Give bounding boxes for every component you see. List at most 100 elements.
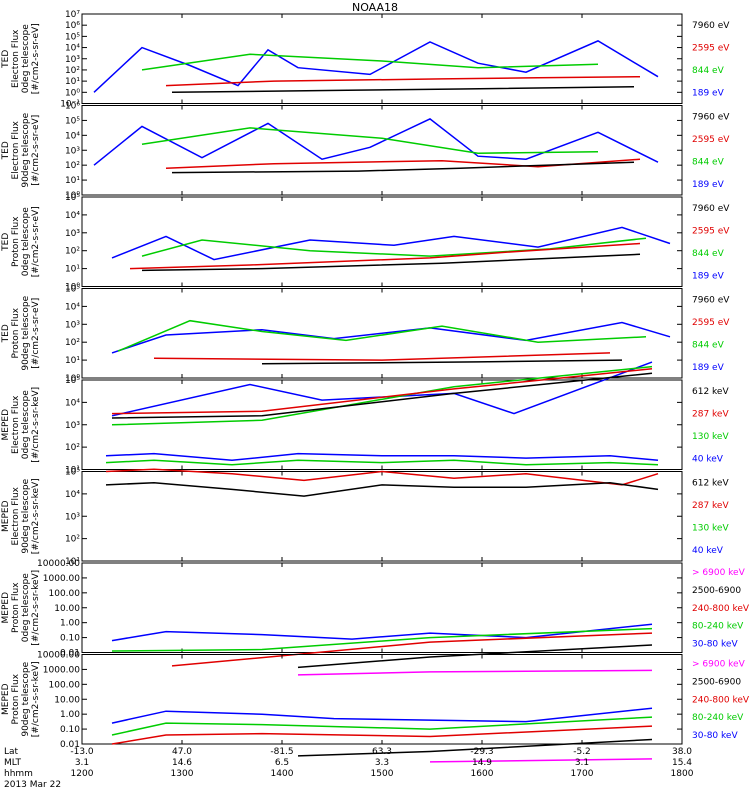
chart-title: NOAA18	[352, 1, 398, 14]
panel-2: 10⁰ 10¹ 10² 10³ 10⁴ 10⁵ 10⁶ TED Electron Flux 90d…	[1, 102, 730, 202]
y-tick-label: 10¹	[65, 466, 80, 476]
series-line	[111, 627, 653, 652]
legend-entry: 80-240 keV	[692, 713, 744, 723]
series-line	[141, 127, 599, 154]
y-axis-label: 90deg telescope	[21, 478, 31, 553]
x-tick-label: 1400	[271, 769, 294, 779]
x-tick-label: 6.5	[275, 758, 289, 768]
x-tick-label: 1600	[471, 769, 494, 779]
legend-entry: 240-800 keV	[692, 695, 750, 705]
series-line	[171, 161, 635, 174]
x-tick-label: 1300	[171, 769, 194, 779]
y-tick-label: 10⁴	[65, 131, 80, 141]
y-tick-label: 10⁷	[65, 10, 80, 20]
y-tick-label: 10000.00	[37, 651, 80, 661]
y-axis-label: 90deg telescope	[21, 112, 31, 187]
y-axis-label: [#/cm2-s-sr-keV]	[31, 478, 41, 554]
y-tick-label: 10²	[65, 247, 80, 257]
panel-frame	[81, 562, 683, 653]
y-tick-label: 10³	[65, 512, 80, 522]
x-row-label: MLT	[4, 758, 22, 768]
y-tick-label: 10⁰	[65, 191, 80, 201]
y-axis-label: 0deg telescope	[21, 573, 31, 643]
legend-entry: 7960 eV	[692, 21, 730, 31]
y-axis-label: MEPED	[1, 592, 11, 624]
panel-3: 10⁰ 10¹ 10² 10³ 10⁴ 10⁵ TED Proton Flux 0deg tel…	[1, 193, 730, 293]
legend-entry: > 6900 keV	[692, 568, 746, 578]
y-axis-label: Proton Flux	[11, 307, 21, 358]
y-tick-label: 10⁴	[65, 211, 80, 221]
legend-entry: 30-80 keV	[692, 731, 738, 741]
series-line	[165, 75, 641, 87]
legend-entry: 612 keV	[692, 387, 729, 397]
y-tick-label: 10⁵	[65, 32, 80, 42]
series-line	[111, 321, 671, 354]
y-tick-label: 1000.00	[43, 665, 80, 675]
x-tick-label: -81.5	[270, 747, 293, 757]
legend-entry: 40 keV	[692, 546, 724, 556]
y-tick-label: 0.10	[60, 634, 80, 644]
y-axis-label: Electron Flux	[11, 395, 21, 454]
y-axis-label: [#/cm2-s-sr-eV]	[31, 298, 41, 369]
series-line	[105, 452, 659, 462]
series-line	[111, 372, 653, 419]
y-tick-label: 10000.00	[37, 559, 80, 569]
series-line	[141, 53, 599, 71]
series-line	[141, 253, 641, 272]
y-axis-label: 0deg telescope	[21, 24, 31, 94]
panel-frame	[81, 654, 683, 745]
legend-entry: 287 keV	[692, 410, 729, 420]
panel-6: 10¹ 10² 10³ 10⁴ 10⁵ MEPED Electron Flux 90deg t…	[1, 452, 729, 567]
x-tick-label: 1200	[71, 769, 94, 779]
y-axis-label: MEPED	[1, 409, 11, 441]
y-tick-label: 10²	[65, 338, 80, 348]
series-line	[111, 725, 653, 745]
legend-entry: 7960 eV	[692, 113, 730, 123]
y-tick-label: 10⁵	[65, 193, 80, 203]
y-tick-label: 10¹	[65, 557, 80, 567]
legend-entry: 189 eV	[692, 88, 725, 98]
y-tick-label: 1.00	[60, 710, 80, 720]
legend-entry: 30-80 keV	[692, 640, 738, 650]
y-tick-label: 1.00	[60, 619, 80, 629]
series-line	[111, 365, 653, 426]
series-line	[117, 319, 647, 352]
legend-entry: 2595 eV	[692, 318, 730, 328]
series-line	[297, 644, 653, 669]
y-tick-label: 10⁴	[65, 398, 80, 408]
y-axis-label: [#/cm2-s-sr-keV]	[31, 570, 41, 646]
y-axis-label: Electron Flux	[11, 29, 21, 88]
y-tick-label: 10⁰	[65, 88, 80, 98]
series-line	[93, 118, 659, 166]
y-tick-label: 10⁴	[65, 302, 80, 312]
series-line	[111, 368, 653, 415]
panel-frame	[81, 196, 683, 287]
legend-entry: 287 keV	[692, 501, 729, 511]
series-line	[111, 716, 653, 736]
panel-7: 0.01 0.10 1.00 10.00 100.00 1000.00 10000.00 ME…	[1, 559, 750, 676]
legend-entry: 2595 eV	[692, 227, 730, 237]
y-tick-label: 10¹	[65, 356, 80, 366]
y-axis-label: Electron Flux	[11, 486, 21, 545]
y-tick-label: 10²	[65, 535, 80, 545]
y-tick-label: 10⁰	[65, 283, 80, 293]
legend-entry: 844 eV	[692, 340, 725, 350]
y-tick-label: 10⁻¹	[60, 100, 80, 110]
y-tick-label: 0.10	[60, 725, 80, 735]
x-tick-label: 47.0	[172, 747, 192, 757]
y-tick-label: 10²	[65, 161, 80, 171]
y-tick-label: 10.00	[54, 695, 80, 705]
panel-frame	[81, 105, 683, 196]
y-tick-label: 10⁶	[65, 21, 80, 31]
x-tick-label: -5.2	[573, 747, 591, 757]
legend-entry: 844 eV	[692, 66, 725, 76]
y-tick-label: 10⁴	[65, 44, 80, 54]
x-tick-label: 15.4	[672, 758, 692, 768]
y-tick-label: 10¹	[65, 265, 80, 275]
series-line	[141, 237, 647, 257]
legend-entry: 40 keV	[692, 454, 724, 464]
x-tick-label: 38.0	[672, 747, 692, 757]
